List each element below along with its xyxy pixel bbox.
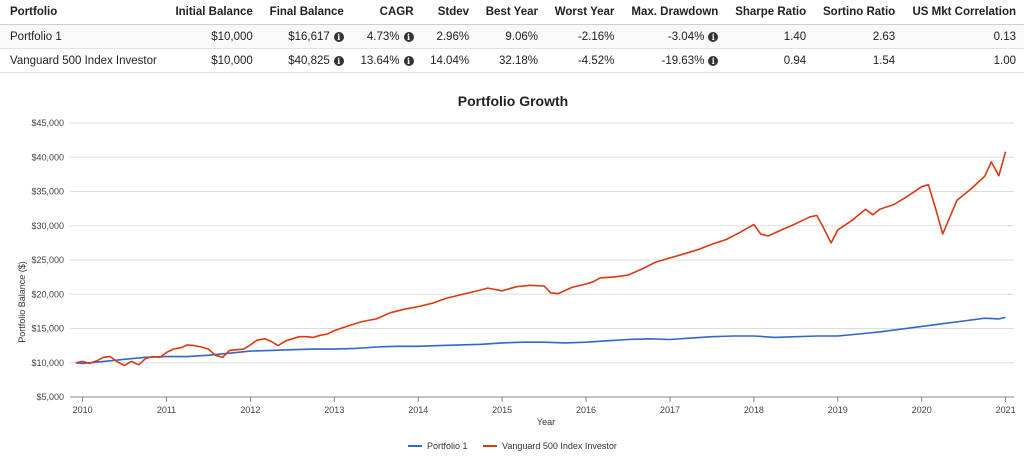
cell-sharpe-ratio: 0.94	[726, 48, 815, 73]
cell-max-drawdown: -3.04% i	[622, 24, 727, 49]
x-tick-label: 2017	[660, 405, 680, 415]
cell-worst-year: -2.16%	[545, 24, 623, 49]
series-line-portfolio-1	[75, 316, 1006, 365]
y-tick-label: $5,000	[36, 392, 64, 402]
info-circle-icon[interactable]: i	[403, 55, 414, 66]
cell-best-year: 32.18%	[477, 48, 546, 73]
info-circle-icon[interactable]: i	[333, 55, 344, 66]
series-line-vanguard-500	[75, 151, 1007, 367]
header-sortino-ratio[interactable]: Sortino Ratio	[814, 0, 904, 25]
x-tick-label: 2010	[73, 405, 93, 415]
x-tick-label: 2019	[828, 405, 848, 415]
final-balance-value: $16,617	[288, 30, 330, 43]
cell-initial-balance: $10,000	[166, 24, 261, 49]
y-tick-label: $45,000	[31, 118, 64, 128]
cell-sortino-ratio: 1.54	[814, 48, 904, 73]
max-drawdown-value: -3.04%	[667, 30, 705, 43]
header-max-drawdown[interactable]: Max. Drawdown	[622, 0, 727, 25]
chart-gridlines	[70, 122, 1014, 364]
x-tick-label: 2011	[157, 405, 176, 415]
final-balance-value: $40,825	[288, 54, 330, 67]
cell-worst-year: -4.52%	[545, 48, 623, 73]
info-circle-icon[interactable]: i	[403, 31, 414, 42]
table-row: Vanguard 500 Index Investor $10,000 $40,…	[0, 48, 1024, 73]
cell-final-balance: $40,825 i	[260, 48, 352, 73]
cell-stdev: 14.04%	[421, 48, 478, 73]
cell-sortino-ratio: 2.63	[814, 24, 904, 49]
portfolio-growth-chart: Portfolio Growth $5,000 $10,000 $15,000 $20…	[17, 93, 1016, 451]
y-tick-label: $35,000	[31, 187, 64, 197]
header-initial-balance[interactable]: Initial Balance	[166, 0, 261, 25]
max-drawdown-value: -19.63%	[661, 54, 705, 67]
header-us-mkt-correlation[interactable]: US Mkt Correlation	[903, 0, 1024, 25]
cell-best-year: 9.06%	[477, 24, 546, 49]
y-tick-label: $15,000	[31, 324, 64, 334]
x-tick-label: 2021	[996, 405, 1016, 415]
y-tick-label: $25,000	[31, 255, 64, 265]
legend-label: Portfolio 1	[427, 441, 468, 451]
chart-title: Portfolio Growth	[458, 93, 568, 109]
header-portfolio[interactable]: Portfolio	[0, 0, 167, 25]
y-tick-label: $20,000	[31, 289, 64, 299]
table-header-row: Portfolio Initial Balance Final Balance …	[0, 0, 1024, 25]
legend-label: Vanguard 500 Index Investor	[502, 441, 617, 451]
cell-initial-balance: $10,000	[166, 48, 261, 73]
cell-portfolio: Vanguard 500 Index Investor	[0, 48, 167, 73]
x-tick-label: 2012	[240, 405, 260, 415]
cell-sharpe-ratio: 1.40	[726, 24, 815, 49]
cell-final-balance: $16,617 i	[260, 24, 352, 49]
y-axis-label: Portfolio Balance ($)	[17, 261, 27, 343]
cell-portfolio: Portfolio 1	[0, 24, 167, 49]
x-tick-label: 2018	[744, 405, 764, 415]
info-circle-icon[interactable]: i	[708, 55, 719, 66]
cell-cagr: 4.73% i	[351, 24, 422, 49]
cell-max-drawdown: -19.63% i	[622, 48, 727, 73]
x-tick-label: 2013	[324, 405, 344, 415]
header-sharpe-ratio[interactable]: Sharpe Ratio	[726, 0, 815, 25]
y-tick-label: $40,000	[31, 152, 64, 162]
x-tick-label: 2016	[576, 405, 596, 415]
x-tick-label: 2014	[408, 405, 428, 415]
x-axis-label: Year	[537, 417, 555, 427]
y-tick-label: $30,000	[31, 221, 64, 231]
cagr-value: 13.64%	[360, 54, 400, 67]
y-tick-label: $10,000	[31, 358, 64, 368]
header-cagr[interactable]: CAGR	[351, 0, 422, 25]
cell-cagr: 13.64% i	[351, 48, 422, 73]
cell-us-mkt-correlation: 1.00	[903, 48, 1024, 73]
header-best-year[interactable]: Best Year	[477, 0, 546, 25]
chart-axes: $5,000 $10,000 $15,000 $20,000 $25,000 $30,00…	[31, 118, 1015, 415]
info-circle-icon[interactable]: i	[708, 31, 719, 42]
table-row: Portfolio 1 $10,000 $16,617 i 4.73% i 2.96…	[0, 24, 1024, 49]
header-stdev[interactable]: Stdev	[421, 0, 478, 25]
cell-stdev: 2.96%	[421, 24, 478, 49]
cagr-value: 4.73%	[366, 30, 400, 43]
chart-series	[75, 151, 1007, 367]
x-tick-label: 2020	[912, 405, 932, 415]
cell-us-mkt-correlation: 0.13	[903, 24, 1024, 49]
portfolio-stats-table: Portfolio Initial Balance Final Balance …	[0, 0, 1024, 73]
chart-legend: Portfolio 1 Vanguard 500 Index Investor	[408, 441, 617, 451]
header-final-balance[interactable]: Final Balance	[260, 0, 352, 25]
header-worst-year[interactable]: Worst Year	[545, 0, 623, 25]
info-circle-icon[interactable]: i	[333, 31, 344, 42]
x-tick-label: 2015	[492, 405, 512, 415]
